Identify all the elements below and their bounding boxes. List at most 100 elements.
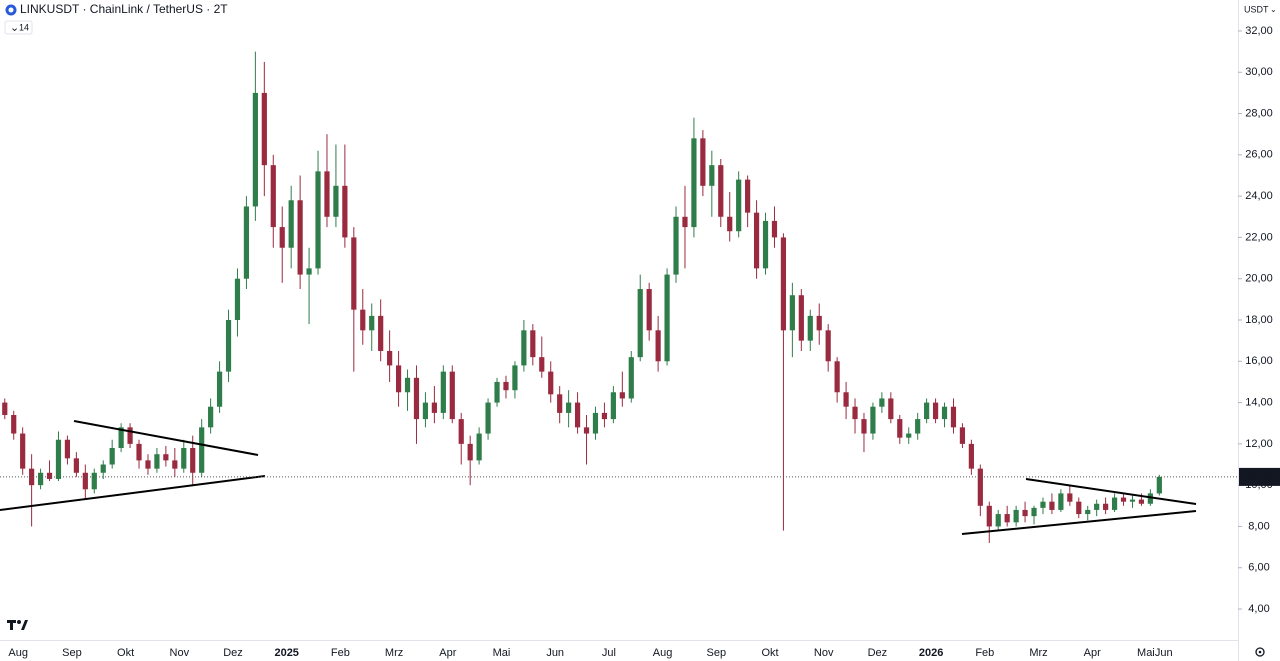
candle-body [888, 398, 894, 420]
candle-body [413, 377, 420, 420]
y-tick-label: 12,00 [1245, 438, 1273, 450]
x-tick-label: 2025 [274, 647, 298, 659]
candle-body [2, 402, 8, 415]
currency-label[interactable]: USDT [1244, 4, 1269, 14]
candle-body [324, 171, 330, 217]
candle-body [968, 443, 974, 469]
x-tick-label: Jun [1155, 647, 1173, 659]
candle-body [512, 365, 518, 391]
y-tick-label: 6,00 [1248, 562, 1269, 574]
candle-body [1103, 503, 1109, 510]
candle-body [252, 92, 258, 207]
candle-body [539, 357, 545, 372]
y-tick-label: 8,00 [1248, 520, 1269, 532]
settings-icon[interactable] [1255, 647, 1265, 657]
candle-body [1022, 509, 1028, 517]
x-tick-label: Dez [223, 647, 243, 659]
last-price-label: 10,40 [1245, 471, 1273, 483]
trend-line [73, 420, 259, 456]
candle-body [82, 472, 88, 490]
x-tick-label: Mai [493, 647, 511, 659]
candle-body [637, 289, 643, 358]
candle-body [566, 402, 572, 413]
candle-body [297, 200, 303, 275]
candle-body [924, 402, 930, 420]
candle-body [109, 448, 115, 465]
candle-body [422, 402, 429, 420]
candle-body [46, 472, 53, 479]
y-tick-label: 18,00 [1245, 314, 1273, 326]
candle-body [216, 371, 223, 407]
x-tick-label: Apr [1084, 647, 1101, 659]
candle-body [387, 350, 393, 366]
x-tick-label: Apr [439, 647, 456, 659]
candle-body [583, 427, 590, 434]
x-tick-label: Okt [117, 647, 134, 659]
candle-body [1156, 476, 1162, 494]
trend-line [1025, 478, 1197, 505]
chevron: ⌄ [1270, 5, 1277, 14]
candle-body [1076, 501, 1082, 515]
candle-body [736, 179, 742, 232]
candle-body [816, 315, 822, 331]
candle-body [199, 427, 205, 473]
y-tick-label: 14,00 [1245, 396, 1273, 408]
y-tick-label: 26,00 [1245, 149, 1273, 161]
candle-body [879, 398, 885, 407]
y-tick-label: 16,00 [1245, 355, 1273, 367]
symbol-icon [8, 7, 14, 13]
candle-body [977, 468, 983, 506]
candle-body [771, 220, 778, 238]
candle-body [601, 412, 608, 420]
candle-body [807, 315, 813, 341]
candle-body [145, 460, 151, 469]
candle-body [404, 377, 411, 393]
candle-body [342, 185, 348, 238]
candle-body [440, 371, 446, 413]
x-tick-label: Mrz [1029, 647, 1047, 659]
candle-body [673, 216, 679, 275]
candle-body [727, 216, 733, 232]
candle-body [548, 371, 554, 395]
candle-body [646, 289, 652, 331]
symbol-title[interactable]: LINKUSDT · ChainLink / TetherUS · 2T [20, 2, 228, 16]
indicator-count: 14 [19, 22, 29, 32]
x-tick-label: Mai [1137, 647, 1155, 659]
y-tick-label: 22,00 [1245, 231, 1273, 243]
candle-body [288, 200, 294, 248]
trend-line [961, 510, 1197, 535]
x-tick-label: Aug [653, 647, 673, 659]
candle-body [20, 433, 26, 469]
candle-body [1058, 493, 1064, 510]
chevron: ⌄ [10, 22, 19, 34]
candle-body [1085, 509, 1091, 515]
candle-body [753, 212, 760, 269]
candle-body [306, 268, 312, 275]
candle-body [1094, 503, 1100, 510]
settings-icon [1258, 650, 1262, 654]
x-tick-label: Sep [707, 647, 727, 659]
x-tick-label: Aug [8, 647, 28, 659]
candle-body [64, 439, 71, 459]
indicator-box[interactable] [4, 20, 33, 35]
candle-body [780, 237, 787, 331]
candle-body [29, 468, 35, 486]
plot-area [2, 51, 1162, 543]
candle-body [360, 309, 366, 331]
candle-body [1004, 514, 1010, 523]
x-tick-label: Feb [331, 647, 350, 659]
candle-body [431, 402, 437, 413]
y-tick-label: 32,00 [1245, 25, 1273, 37]
candle-body [485, 402, 491, 434]
candle-body [861, 419, 867, 434]
candle-body [897, 419, 903, 438]
candle-body [1129, 499, 1136, 502]
candle-body [1147, 493, 1153, 504]
candle-body [1111, 497, 1118, 510]
currency-button[interactable] [1240, 2, 1278, 18]
candle-body [941, 406, 948, 420]
candle-body [691, 138, 697, 228]
candle-body [127, 427, 133, 444]
candle-body [870, 406, 876, 434]
